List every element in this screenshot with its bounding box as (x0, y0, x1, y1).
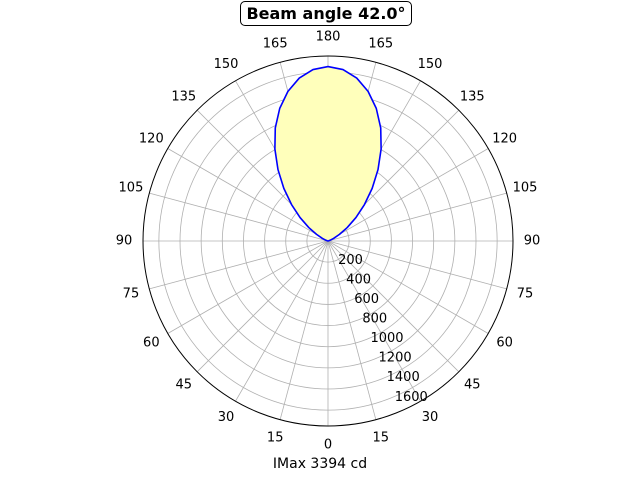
angle-tick-label: 45 (464, 378, 481, 393)
angle-tick-label: 75 (517, 286, 534, 301)
radial-tick-label: 800 (362, 312, 387, 327)
angle-tick-label: 45 (175, 378, 192, 393)
angle-tick-label: 60 (496, 336, 513, 351)
angle-gridline (327, 192, 507, 242)
x-axis-label: IMax 3394 cd (272, 456, 368, 472)
radial-tick-label: 1400 (387, 370, 420, 385)
angle-tick-label: 0 (324, 438, 332, 453)
angle-tick-labels: 180 1651501351201059075604530150153045607… (116, 30, 541, 453)
angle-tick-label: 30 (218, 410, 235, 425)
radial-tick-label: 1200 (379, 351, 412, 366)
angle-tick-label: 15 (267, 431, 284, 446)
angle-tick-label: 120 (139, 132, 164, 147)
angle-tick-label: 30 (422, 410, 439, 425)
angle-gridline (167, 240, 329, 334)
angle-tick-label: 60 (143, 336, 160, 351)
angle-tick-label: 105 (513, 181, 538, 196)
angle-gridline (327, 240, 489, 334)
beam-curve (274, 65, 382, 242)
radial-tick-label: 400 (346, 273, 371, 288)
radial-tick-labels: 200 400 600 800 1000 1200 1400 1600 (338, 253, 428, 405)
angle-tick-label: 150 (418, 57, 443, 72)
angle-gridline (279, 240, 329, 420)
radial-tick-label: 600 (354, 292, 379, 307)
angle-gridline (327, 240, 507, 290)
angle-tick-label: 165 (263, 36, 288, 51)
angle-gridline (149, 240, 329, 290)
angle-gridline (327, 148, 489, 242)
angle-gridline (196, 240, 329, 373)
angle-tick-label: 75 (123, 286, 140, 301)
angle-tick-label: 180 (316, 30, 341, 45)
intensity-series (274, 65, 382, 242)
outer-boundary (142, 55, 514, 427)
angle-gridline (149, 192, 329, 242)
angle-gridline (235, 240, 329, 402)
angle-gridline (327, 240, 421, 402)
angle-tick-label: 105 (119, 181, 144, 196)
radial-tick-label: 200 (338, 253, 363, 268)
angle-tick-label: 15 (373, 431, 390, 446)
angle-tick-label: 150 (214, 57, 239, 72)
angle-gridline (327, 240, 460, 373)
angle-tick-label: 90 (524, 234, 541, 249)
radial-tick-label: 1000 (370, 331, 403, 346)
angle-gridline (327, 240, 377, 420)
angle-tick-label: 120 (492, 132, 517, 147)
angle-gridline (167, 148, 329, 242)
angle-tick-label: 135 (171, 89, 196, 104)
radial-tick-label: 1600 (395, 390, 428, 405)
angle-tick-label: 90 (116, 234, 133, 249)
angle-tick-label: 135 (460, 89, 485, 104)
beam-fill (274, 66, 382, 241)
angle-tick-label: 165 (368, 36, 393, 51)
chart-title: Beam angle 42.0° (240, 1, 412, 26)
